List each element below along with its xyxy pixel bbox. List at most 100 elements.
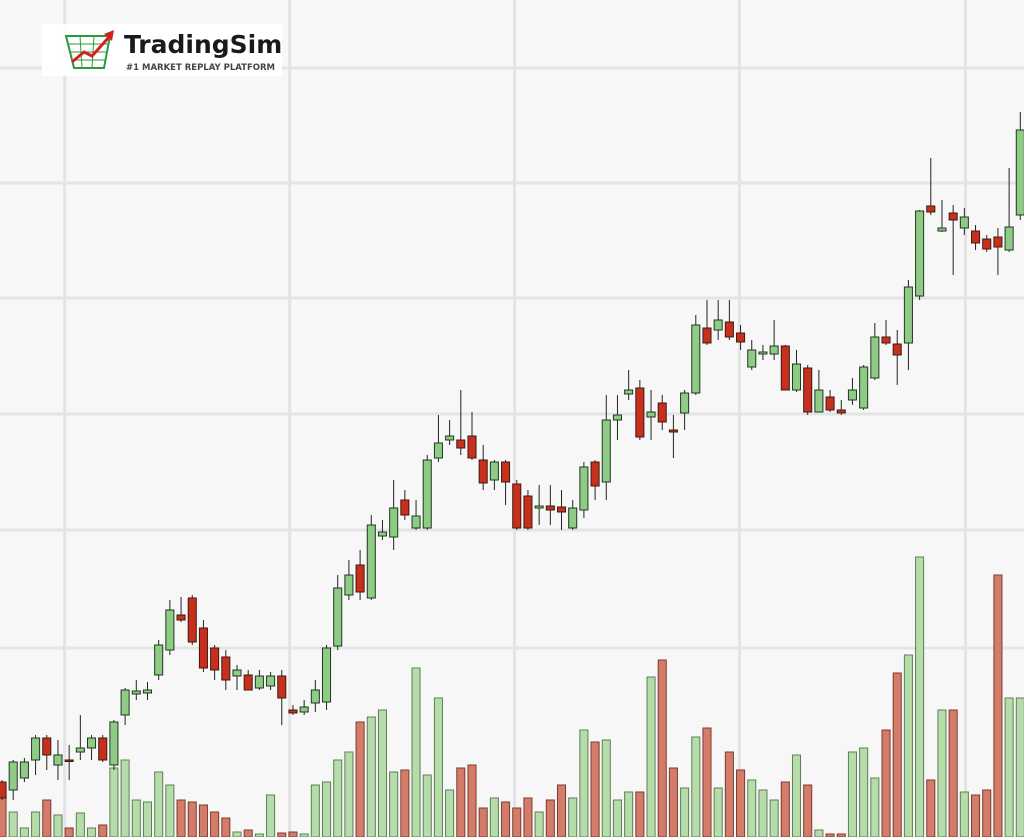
candle-body (915, 210, 925, 297)
volume-bar (758, 789, 768, 837)
candle-body (668, 429, 678, 433)
candle-body (680, 392, 690, 414)
volume-bar (870, 777, 880, 837)
volume (0, 556, 1024, 837)
candle-body (120, 689, 130, 716)
volume-bar (926, 779, 936, 837)
volume-bar (1015, 697, 1024, 837)
volume-bar (198, 804, 208, 837)
volume-bar (266, 794, 276, 837)
volume-bar (87, 827, 97, 837)
candle-body (109, 721, 119, 766)
volume-bar (31, 811, 41, 837)
volume-bar (389, 771, 399, 837)
candle-body (411, 515, 421, 529)
volume-bar (803, 784, 813, 837)
candle-body (657, 402, 667, 423)
candle-body (959, 216, 969, 229)
candle-body (355, 564, 365, 593)
volume-bar (232, 831, 242, 837)
candle-body (545, 505, 555, 511)
volume-bar (8, 811, 18, 837)
candle-body (892, 343, 902, 356)
candle-body (691, 324, 701, 394)
candle-body (903, 286, 913, 344)
volume-bar (19, 827, 29, 837)
candle-body (982, 238, 992, 250)
volume-bar (64, 827, 74, 837)
candle-body (53, 754, 63, 766)
volume-bar (680, 787, 690, 837)
volume-bar (780, 781, 790, 837)
candle-body (8, 761, 18, 791)
volume-bar (668, 767, 678, 837)
volume-bar (713, 787, 723, 837)
candle-body (556, 506, 567, 513)
volume-bar (903, 654, 913, 837)
candle-body (635, 387, 645, 438)
volume-bar (814, 829, 824, 837)
volume-bar (154, 771, 164, 837)
candle-body (321, 647, 332, 703)
volume-bar (556, 784, 567, 837)
candles (0, 112, 1024, 800)
volume-bar (724, 751, 734, 837)
candle-body (1004, 226, 1014, 251)
volume-bar (53, 814, 63, 837)
volume-bar (635, 791, 645, 837)
candle-body (803, 367, 813, 413)
volume-bar (467, 764, 477, 837)
volume-bar (859, 747, 869, 837)
candle-body (87, 737, 97, 749)
volume-bar (445, 789, 455, 837)
candle-body (971, 230, 981, 244)
candle-body (456, 439, 466, 449)
volume-bar (321, 781, 332, 837)
candle-body (445, 435, 455, 441)
volume-bar (176, 799, 186, 837)
volume-bar (288, 831, 298, 837)
candle-body (1015, 129, 1024, 216)
volume-bar (948, 709, 958, 837)
volume-bar (120, 759, 130, 837)
volume-bar (109, 767, 119, 837)
candle-body (758, 351, 768, 355)
volume-bar (971, 794, 981, 837)
candle-body (859, 366, 869, 409)
candle-body (646, 411, 656, 418)
candle-body (176, 614, 186, 621)
candle-body (389, 507, 399, 538)
logo-tagline: #1 MARKET REPLAY PLATFORM (126, 63, 275, 73)
volume-bar (456, 767, 466, 837)
volume-bar (657, 659, 667, 837)
volume-bar (545, 799, 555, 837)
candle-body (534, 505, 544, 509)
candle-body (333, 587, 343, 647)
candle-body (433, 442, 443, 459)
volume-bar (142, 801, 153, 837)
volume-bar (959, 791, 969, 837)
volume-bar (982, 789, 992, 837)
candle-body (31, 737, 41, 761)
candle-body (243, 674, 253, 691)
volume-bar (333, 759, 343, 837)
volume-bar (75, 812, 85, 837)
volume-bar (523, 797, 533, 837)
candle-body (724, 321, 734, 338)
candle-body (501, 461, 511, 483)
volume-bar (825, 833, 835, 837)
candle-body (512, 483, 522, 529)
candle-body (154, 644, 164, 676)
candle-body (489, 461, 499, 481)
volume-bar (881, 729, 891, 837)
candle-body (19, 761, 29, 779)
candle-body (937, 227, 947, 232)
logo-title: TradingSim (124, 30, 282, 59)
volume-bar (243, 829, 253, 837)
volume-bar (646, 676, 656, 837)
candle-body (288, 709, 298, 714)
volume-bar (791, 754, 802, 837)
candle-body (165, 609, 175, 651)
